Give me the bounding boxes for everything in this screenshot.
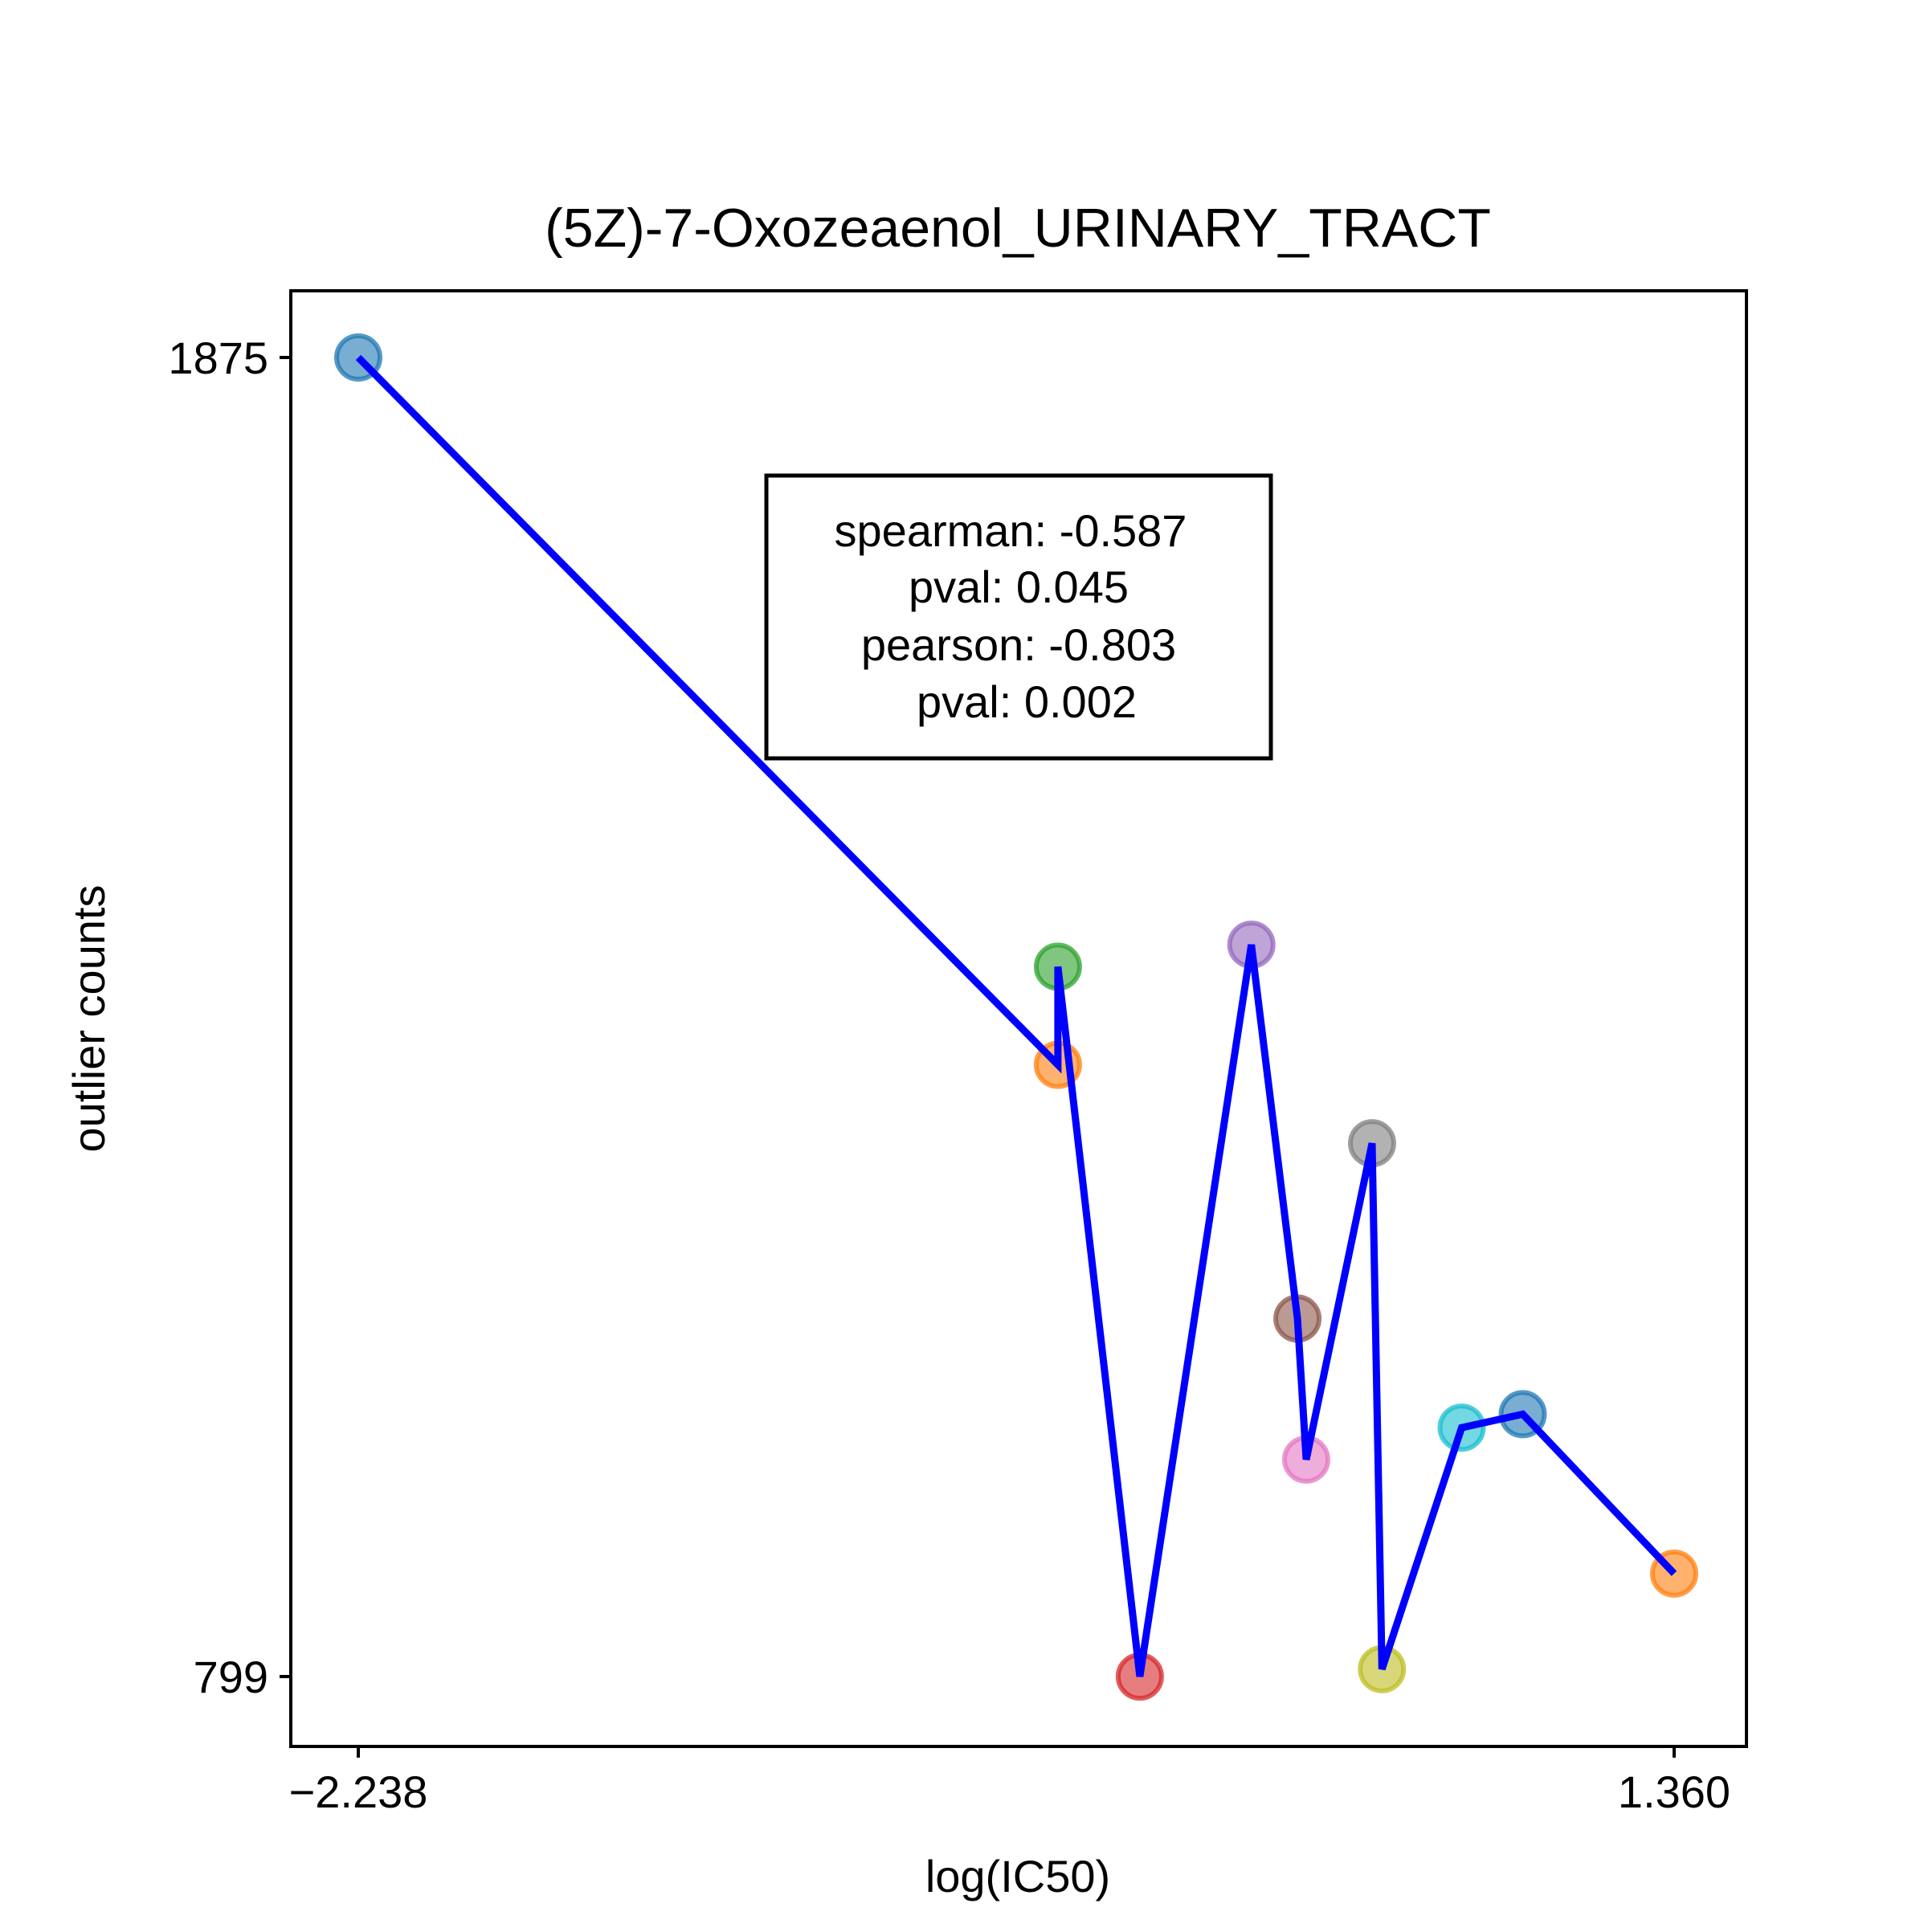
y-axis-label: outlier counts xyxy=(63,884,114,1152)
stats-spearman: spearman: -0.587 xyxy=(835,505,1187,556)
x-tick-label-2: 1.360 xyxy=(1618,1767,1730,1817)
y-tick-label-2: 799 xyxy=(194,1652,268,1702)
stats-box: spearman: -0.587 pval: 0.045 pearson: -0… xyxy=(764,473,1273,761)
stats-pearson: pearson: -0.803 xyxy=(861,619,1176,670)
stats-spearman-pval: pval: 0.045 xyxy=(909,562,1129,612)
plot-area xyxy=(334,333,1698,1701)
stats-pearson-pval: pval: 0.002 xyxy=(917,676,1137,727)
chart-title: (5Z)-7-Oxozeaenol_URINARY_TRACT xyxy=(545,198,1491,259)
x-axis-label: log(IC50) xyxy=(925,1851,1110,1901)
stats-box-frame xyxy=(764,473,1273,761)
y-tick-label-1: 1875 xyxy=(168,333,268,383)
plot-frame xyxy=(289,289,1748,1748)
x-tick-label-1: −2.238 xyxy=(289,1767,428,1817)
series-line xyxy=(355,354,1677,1677)
axis-ticks: −2.238 1.360 1875 799 xyxy=(168,333,1730,1817)
